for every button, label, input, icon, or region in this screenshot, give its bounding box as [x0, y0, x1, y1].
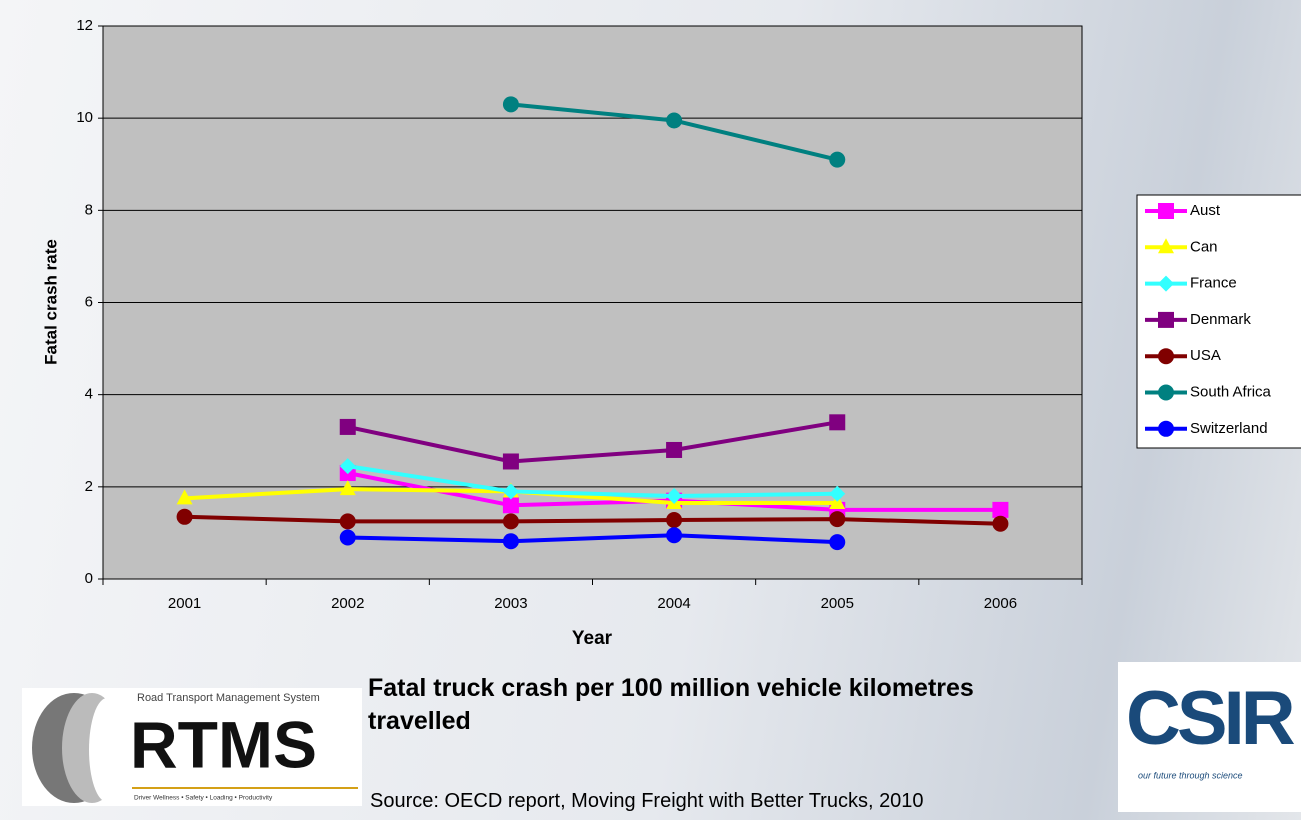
legend-label: USA — [1190, 347, 1221, 364]
marker — [1158, 238, 1174, 254]
x-tick-label: 2004 — [657, 595, 690, 612]
marker — [1158, 420, 1174, 437]
marker — [502, 497, 519, 514]
y-tick-label: 8 — [85, 201, 93, 218]
marker — [666, 488, 683, 505]
marker — [339, 418, 356, 435]
marker — [829, 414, 846, 431]
logo-name: RTMS — [130, 707, 317, 781]
y-tick-label: 0 — [85, 570, 93, 587]
marker — [176, 508, 193, 525]
marker — [1158, 348, 1174, 365]
marker — [1158, 311, 1174, 328]
legend-label: Aust — [1190, 202, 1221, 219]
marker — [829, 151, 846, 168]
marker — [176, 489, 193, 505]
legend-label: France — [1190, 275, 1237, 292]
series-line — [184, 514, 1001, 526]
marker — [1158, 275, 1174, 292]
marker — [502, 453, 519, 470]
y-tick-label: 4 — [85, 386, 93, 403]
legend-label: South Africa — [1190, 383, 1272, 400]
logo-swoosh — [89, 698, 125, 802]
rtms-graphic: Road Transport Management System RTMS Dr… — [32, 692, 358, 803]
marker — [829, 485, 846, 502]
y-tick-label: 2 — [85, 478, 93, 495]
marker — [666, 512, 683, 529]
marker — [666, 441, 683, 458]
y-tick-label: 10 — [76, 109, 93, 126]
x-tick-label: 2002 — [331, 595, 364, 612]
rtms-logo: Road Transport Management System RTMS Dr… — [22, 688, 362, 806]
marker — [829, 534, 846, 551]
marker — [992, 515, 1009, 532]
csir-graphic: CSIR our future through science — [1126, 676, 1299, 780]
marker — [502, 483, 519, 500]
logo-name: CSIR — [1126, 676, 1295, 761]
marker — [1158, 203, 1174, 219]
marker — [339, 529, 356, 546]
logo-subtitle: Road Transport Management System — [137, 692, 320, 704]
legend-label: Denmark — [1190, 311, 1251, 328]
marker — [502, 513, 519, 530]
marker — [339, 513, 356, 530]
x-tick-label: 2003 — [494, 595, 527, 612]
csir-logo: CSIR our future through science — [1118, 662, 1301, 812]
marker — [666, 527, 683, 544]
marker — [1158, 384, 1174, 401]
series-line — [347, 420, 838, 464]
marker — [829, 511, 846, 528]
x-tick-label: 2006 — [984, 595, 1017, 612]
marker — [502, 96, 519, 113]
legend-label: Can — [1190, 238, 1218, 255]
caption-source: Source: OECD report, Moving Freight with… — [370, 790, 924, 812]
marker — [502, 533, 519, 550]
marker — [339, 480, 356, 496]
logo-tagline: Driver Wellness • Safety • Loading • Pro… — [134, 795, 273, 802]
y-axis-label: Fatal crash rate — [41, 239, 60, 365]
x-tick-label: 2005 — [821, 595, 854, 612]
x-axis-label: Year — [572, 628, 613, 649]
marker — [992, 501, 1009, 518]
chart: Fatal crash rate Year Aust Can France Denma… — [41, 17, 1301, 649]
series-line — [347, 464, 838, 499]
legend-label: Switzerland — [1190, 420, 1268, 437]
caption-title: Fatal truck crash per 100 million vehicl… — [368, 674, 974, 735]
legend: Aust Can France Denmark USA South Africa Switz… — [1136, 194, 1301, 449]
y-tick-label: 12 — [76, 17, 93, 34]
x-tick-label: 2001 — [168, 595, 201, 612]
marker — [339, 458, 356, 475]
marker — [666, 112, 683, 129]
series-line — [347, 533, 838, 545]
y-tick-label: 6 — [85, 293, 93, 310]
logo-tagline: our future through science — [1138, 770, 1243, 780]
